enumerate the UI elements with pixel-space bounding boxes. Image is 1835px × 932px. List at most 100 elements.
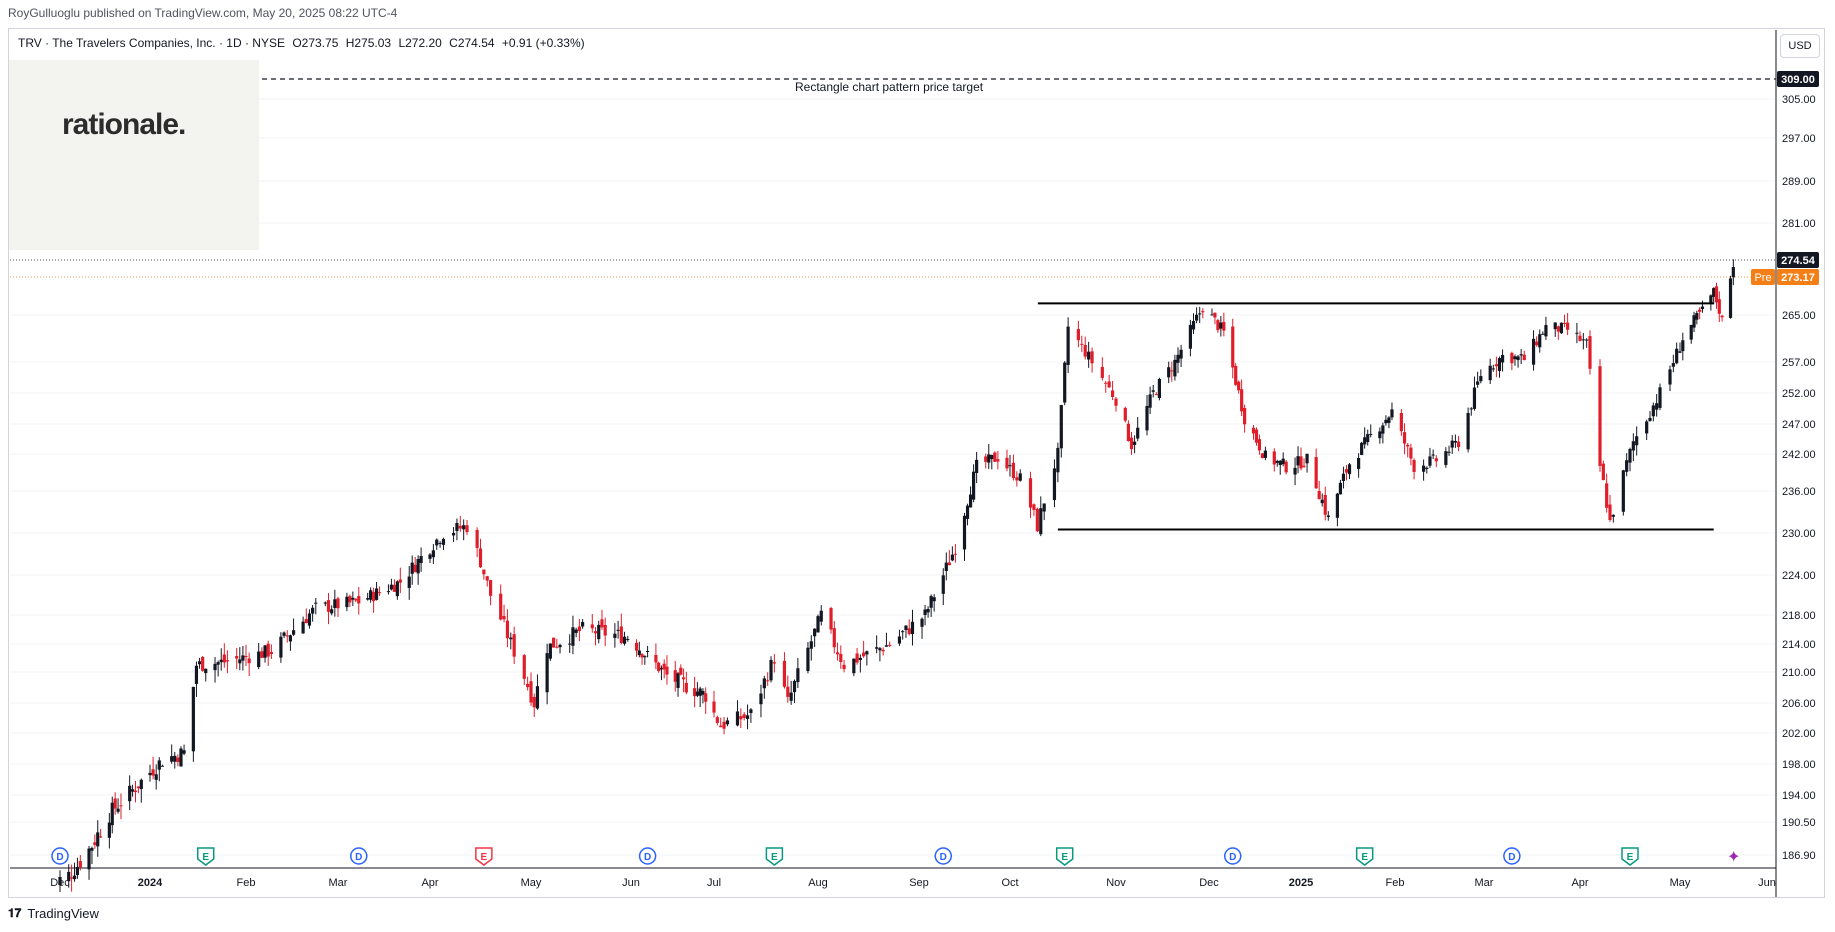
- y-tick-label: 194.00: [1782, 790, 1816, 802]
- candle-body: [1293, 467, 1297, 475]
- x-tick-label: May: [521, 877, 542, 889]
- x-tick-label: Feb: [1386, 877, 1405, 889]
- candle-body: [1535, 341, 1539, 346]
- candle-body: [279, 636, 283, 658]
- candle-body: [1123, 407, 1127, 421]
- candle-body: [679, 667, 683, 675]
- candle-body: [110, 802, 114, 826]
- candle-body: [1366, 434, 1370, 443]
- candle-body: [1588, 336, 1592, 369]
- candle-body: [357, 596, 361, 604]
- candle-body: [307, 613, 312, 626]
- candle-body: [1076, 329, 1080, 341]
- candle-body: [1237, 381, 1241, 391]
- candle-body: [545, 653, 549, 693]
- y-tick-label: 305.00: [1782, 94, 1816, 106]
- candle-body: [113, 798, 117, 809]
- candle-body: [1056, 447, 1060, 473]
- candle-body: [78, 861, 82, 868]
- candle-body: [1556, 326, 1560, 332]
- candle-body: [90, 847, 94, 851]
- candle-body: [244, 656, 248, 658]
- candle-body: [855, 653, 859, 663]
- candle-body: [646, 651, 650, 653]
- candle-body: [809, 641, 813, 649]
- candle-body: [1275, 460, 1279, 463]
- candle-body: [593, 631, 598, 634]
- candle-body: [619, 626, 623, 644]
- candle-body: [1598, 366, 1602, 466]
- candle-body: [1263, 450, 1267, 458]
- candle-body: [438, 542, 442, 544]
- candle-body: [1257, 439, 1262, 451]
- candle-body: [304, 619, 308, 624]
- candle-body: [657, 662, 661, 672]
- candle-body: [796, 668, 800, 683]
- candle-body: [1631, 441, 1635, 451]
- candle-body: [1219, 322, 1223, 329]
- event-label: E: [771, 852, 778, 863]
- candle-body: [1151, 390, 1155, 392]
- low-value: L272.20: [398, 36, 442, 50]
- candle-body: [676, 673, 680, 688]
- candle-body: [502, 616, 506, 620]
- candle-body: [1390, 409, 1394, 418]
- candle-body: [1254, 429, 1259, 443]
- candle-body: [1522, 354, 1526, 361]
- candle-body: [1709, 295, 1713, 304]
- open-value: O273.75: [292, 36, 339, 50]
- candle-body: [1601, 463, 1605, 481]
- y-tick-label: 206.00: [1782, 698, 1816, 710]
- candle-body: [1136, 427, 1140, 439]
- candle-body: [235, 656, 239, 659]
- candle-body: [1213, 312, 1217, 318]
- candle-body: [1320, 499, 1324, 504]
- candle-body: [1344, 469, 1349, 473]
- candle-body: [260, 651, 264, 658]
- price-tag-bg: [1777, 71, 1819, 87]
- earnings-event-icon: [196, 847, 215, 866]
- event-label: E: [1361, 852, 1368, 863]
- candle-body: [910, 621, 915, 635]
- dividend-event-icon: [51, 847, 69, 865]
- candle-body: [1553, 322, 1557, 330]
- y-tick-label: 242.00: [1782, 449, 1816, 461]
- candle-body: [786, 686, 790, 697]
- x-tick-label: Aug: [808, 877, 828, 889]
- close-value: C274.54: [449, 36, 495, 50]
- x-tick-label: Oct: [1001, 877, 1018, 889]
- candle-body: [901, 631, 905, 633]
- candle-body: [1531, 338, 1536, 365]
- x-tick-label: May: [1670, 877, 1691, 889]
- candle-body: [1378, 431, 1382, 439]
- candle-body: [67, 871, 71, 882]
- dividend-event-icon: [934, 847, 953, 865]
- candle-body: [1317, 491, 1321, 500]
- candle-body: [626, 638, 630, 640]
- candle-body: [1167, 367, 1171, 378]
- candle-body: [1658, 387, 1662, 408]
- candle-body: [475, 529, 479, 548]
- candle-body: [1578, 335, 1582, 341]
- earnings-event-icon: [1355, 847, 1374, 866]
- candle-body: [1148, 394, 1152, 408]
- currency-button[interactable]: USD: [1780, 34, 1820, 58]
- candle-body: [965, 505, 970, 519]
- candle-body: [1387, 417, 1391, 423]
- candle-body: [1179, 349, 1183, 359]
- candle-body: [213, 663, 217, 671]
- candle-body: [1299, 456, 1303, 469]
- event-label: E: [202, 852, 209, 863]
- x-tick-label: Dec: [1199, 877, 1219, 889]
- candle-body: [1384, 419, 1388, 424]
- candle-body: [968, 494, 973, 508]
- candle-body: [1357, 457, 1361, 469]
- x-tick-label: Nov: [1106, 877, 1126, 889]
- candle-body: [333, 599, 337, 608]
- candle-body: [1176, 354, 1180, 363]
- candle-body: [622, 636, 627, 644]
- candle-body: [266, 643, 270, 657]
- candle-body: [1491, 368, 1495, 370]
- y-tick-label: 218.00: [1782, 610, 1816, 622]
